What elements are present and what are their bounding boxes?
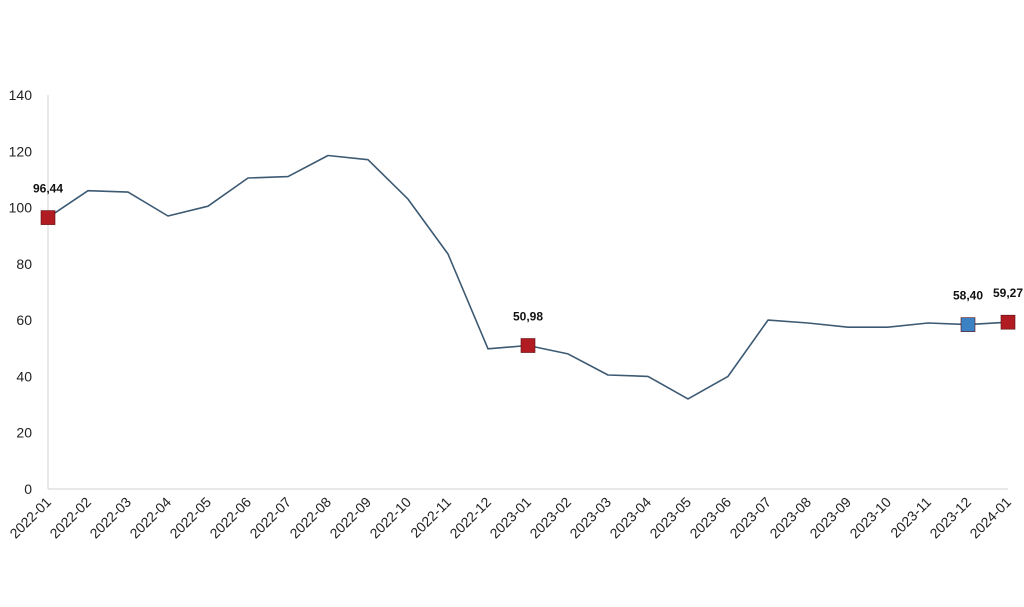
x-tick-label: 2022-09	[326, 494, 374, 542]
x-tick-label: 2022-05	[166, 494, 214, 542]
y-tick-label: 80	[16, 256, 32, 272]
y-tick-label: 100	[9, 200, 33, 216]
x-tick-label: 2023-05	[646, 494, 694, 542]
y-tick-label: 20	[16, 425, 32, 441]
x-tick-label: 2022-03	[86, 494, 134, 542]
marker-group: 96,44 50,98 58,40 59,27	[33, 182, 1023, 353]
x-tick-label: 2023-02	[526, 494, 574, 542]
x-axis-ticks: 2022-012022-022022-032022-042022-052022-…	[6, 494, 1014, 542]
data-label: 58,40	[953, 289, 983, 303]
x-tick-label: 2023-08	[766, 494, 814, 542]
x-tick-label: 2022-02	[46, 494, 94, 542]
x-tick-label: 2022-12	[446, 494, 494, 542]
data-label: 96,44	[33, 182, 63, 196]
x-tick-label: 2024-01	[966, 494, 1014, 542]
data-point-marker	[40, 210, 56, 225]
x-tick-label: 2023-11	[887, 494, 934, 541]
data-label: 50,98	[513, 310, 543, 324]
data-point-marker	[520, 338, 536, 353]
x-tick-label: 2023-01	[486, 494, 534, 542]
x-tick-label: 2022-01	[6, 494, 54, 542]
x-tick-label: 2022-08	[286, 494, 334, 542]
x-tick-label: 2023-04	[606, 494, 654, 542]
x-tick-label: 2023-07	[726, 494, 774, 542]
data-point-marker	[960, 317, 976, 332]
x-tick-label: 2022-04	[126, 494, 174, 542]
series-group	[47, 154, 1009, 400]
y-tick-label: 40	[16, 368, 32, 384]
y-axis-ticks: 0 20 40 60 80 100 120 140	[9, 87, 33, 497]
y-tick-label: 60	[16, 312, 32, 328]
x-tick-label: 2023-09	[806, 494, 854, 542]
x-tick-label: 2022-06	[206, 494, 254, 542]
y-tick-label: 140	[9, 87, 33, 103]
x-tick-label: 2022-10	[366, 494, 414, 542]
y-tick-label: 0	[24, 481, 32, 497]
x-tick-label: 2023-06	[686, 494, 734, 542]
data-point-marker	[1000, 314, 1016, 330]
y-tick-label: 120	[9, 143, 33, 159]
x-tick-label: 2023-03	[566, 494, 614, 542]
series-line	[47, 154, 1009, 400]
x-tick-label: 2022-07	[246, 494, 294, 542]
x-tick-label: 2022-11	[407, 494, 454, 541]
data-label: 59,27	[993, 286, 1023, 300]
x-tick-label: 2023-12	[926, 494, 974, 542]
x-tick-label: 2023-10	[846, 494, 894, 542]
